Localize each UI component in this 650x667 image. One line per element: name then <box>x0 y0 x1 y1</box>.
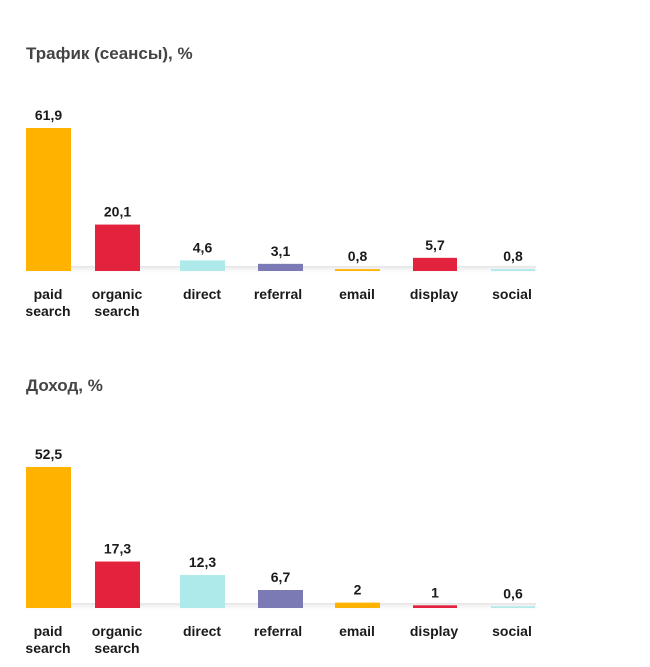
bar-social <box>491 606 535 608</box>
bar-value-label: 17,3 <box>104 541 131 557</box>
bar-value-label: 0,6 <box>503 585 523 601</box>
bar-value-label: 5,7 <box>425 237 445 253</box>
bar-organic-search <box>95 224 140 271</box>
bar-paid-search <box>26 467 71 608</box>
bar-email <box>335 269 380 271</box>
category-label: display <box>410 623 458 639</box>
bar-display <box>413 257 457 271</box>
bar-paid-search <box>26 128 71 271</box>
category-label: direct <box>183 286 221 302</box>
bar-value-label: 4,6 <box>193 239 213 255</box>
bar-organic-search <box>95 561 140 608</box>
category-label: organic <box>92 623 143 639</box>
category-label: search <box>94 303 139 319</box>
bar-value-label: 0,8 <box>348 248 368 264</box>
bar-value-label: 6,7 <box>271 569 291 585</box>
bar-value-label: 0,8 <box>503 248 523 264</box>
category-label: search <box>25 640 70 656</box>
revenue-chart-plot: 52,5paidsearch17,3organicsearch12,3direc… <box>25 446 536 656</box>
category-label: direct <box>183 623 221 639</box>
bar-referral <box>258 263 303 271</box>
traffic-chart-plot: 61,9paidsearch20,1organicsearch4,6direct… <box>25 107 536 319</box>
bar-value-label: 12,3 <box>189 554 216 570</box>
category-label: referral <box>254 286 302 302</box>
category-label: social <box>492 623 532 639</box>
category-label: organic <box>92 286 143 302</box>
category-label: search <box>25 303 70 319</box>
traffic-chart: Трафик (сеансы), % 61,9 paid search 20,1 org… <box>25 44 536 319</box>
bar-value-label: 3,1 <box>271 243 291 259</box>
category-label: social <box>492 286 532 302</box>
category-label: email <box>339 623 375 639</box>
category-label: display <box>410 286 458 302</box>
bar-direct <box>180 260 225 271</box>
bar-direct <box>180 574 225 608</box>
bar-display <box>413 605 457 608</box>
bar-social <box>491 269 535 271</box>
bar-value-label: 52,5 <box>35 446 62 462</box>
category-label: search <box>94 640 139 656</box>
bar-email <box>335 602 380 608</box>
chart-title: Трафик (сеансы), % <box>26 44 193 63</box>
category-label: paid <box>34 286 63 302</box>
bar-value-label: 61,9 <box>35 107 62 123</box>
bar-referral <box>258 590 303 608</box>
chart-title: Доход, % <box>26 376 103 395</box>
revenue-chart: Доход, % 52,5 paid search 17,3 organic search… <box>0 335 650 667</box>
category-label: paid <box>34 623 63 639</box>
bar-value-label: 2 <box>354 582 362 598</box>
category-label: referral <box>254 623 302 639</box>
bar-value-label: 1 <box>431 584 439 600</box>
category-label: email <box>339 286 375 302</box>
bar-value-label: 20,1 <box>104 204 131 220</box>
